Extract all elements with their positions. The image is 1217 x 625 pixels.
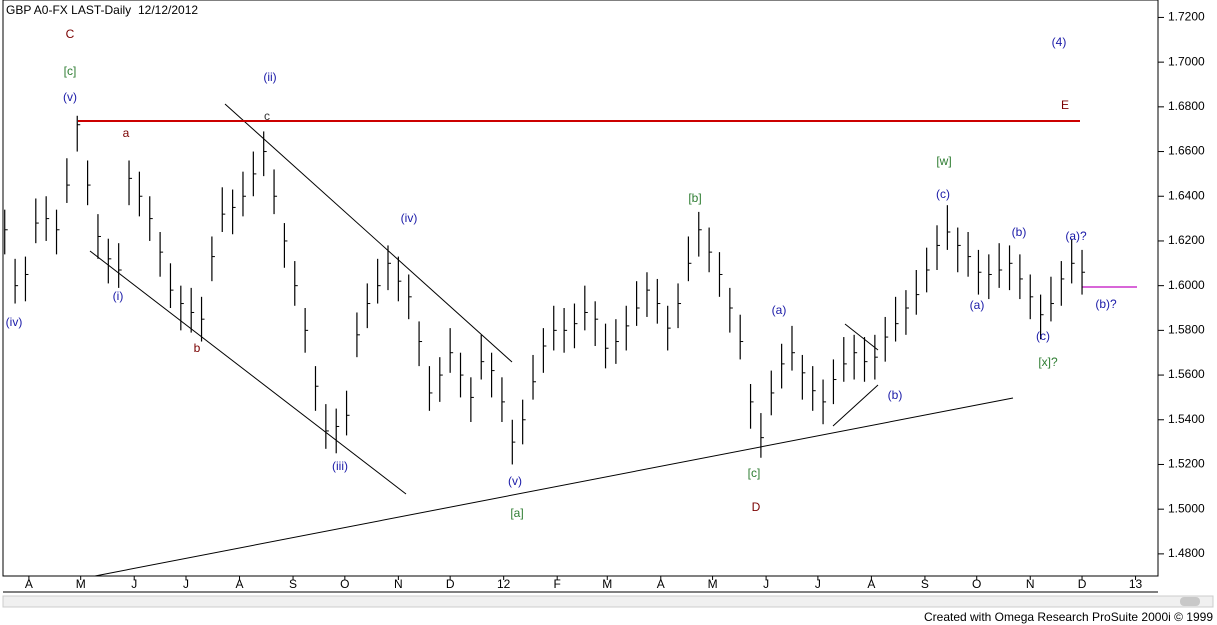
y-tick-label: 1.5800 (1168, 323, 1205, 337)
wave-label: (c) (936, 187, 950, 201)
x-tick-label: A (236, 577, 244, 591)
support-line (94, 397, 1014, 577)
y-tick-label: 1.6600 (1168, 144, 1205, 158)
wave-label: [c] (748, 466, 761, 480)
wave-label: [c] (64, 64, 77, 78)
wave-label: (a)? (1065, 229, 1087, 243)
x-tick-label: A (25, 577, 33, 591)
x-tick-label: J (183, 577, 189, 591)
wave-label: (iii) (332, 459, 348, 473)
y-tick-label: 1.5400 (1168, 412, 1205, 426)
triangle-lower (832, 384, 879, 427)
wave-label: (a) (970, 298, 985, 312)
y-tick-label: 1.5600 (1168, 367, 1205, 381)
x-tick-label: A (867, 577, 875, 591)
scrollbar[interactable] (2, 595, 1214, 608)
x-tick-label: J (763, 577, 769, 591)
x-tick-label: M (602, 577, 612, 591)
wave-label: b (194, 341, 201, 355)
wave-label: (4) (1052, 35, 1067, 49)
y-tick-label: 1.5000 (1168, 501, 1205, 515)
y-tick-label: 1.7000 (1168, 54, 1205, 68)
channel-lower (89, 250, 407, 495)
x-tick-label: S (289, 577, 297, 591)
wave-label: (v) (63, 90, 77, 104)
plot-frame (2, 0, 1159, 577)
wave-label: (ii) (263, 70, 276, 84)
x-tick-label: D (1078, 577, 1087, 591)
y-tick-label: 1.7200 (1168, 10, 1205, 24)
y-tick-label: 1.6800 (1168, 99, 1205, 113)
x-tick-label: M (708, 577, 718, 591)
x-tick-label: O (340, 577, 349, 591)
wave-label: C (66, 27, 75, 41)
y-tick-label: 1.6000 (1168, 278, 1205, 292)
x-tick-label: S (921, 577, 929, 591)
wave-label: E (1061, 98, 1069, 112)
channel-upper (224, 103, 513, 363)
wave-label: (c) (1036, 329, 1050, 343)
x-tick-label: O (972, 577, 981, 591)
wave-label: [w] (936, 154, 951, 168)
wave-label: (b)? (1095, 297, 1117, 311)
wave-label: [x]? (1038, 355, 1058, 369)
x-tick-label: 13 (1129, 577, 1143, 591)
chart-date: 12/12/2012 (138, 3, 198, 17)
x-tick-label: 12 (497, 577, 511, 591)
y-tick-label: 1.5200 (1168, 457, 1205, 471)
wave-label: (b) (1012, 225, 1027, 239)
wave-label: [b] (688, 191, 701, 205)
x-tick-label: D (446, 577, 455, 591)
y-tick-label: 1.6200 (1168, 233, 1205, 247)
wave-label: a (123, 126, 130, 140)
y-tick-label: 1.6400 (1168, 188, 1205, 202)
x-tick-label: J (131, 577, 137, 591)
footer: Created with Omega Research ProSuite 200… (924, 610, 1213, 624)
x-tick-label: A (657, 577, 665, 591)
x-tick-label: M (76, 577, 86, 591)
chart-title: GBP A0-FX LAST-Daily (6, 3, 131, 17)
x-tick-label: N (1026, 577, 1035, 591)
y-tick-label: 1.4800 (1168, 546, 1205, 560)
wave-label: (iv) (6, 315, 23, 329)
x-tick-label: N (394, 577, 403, 591)
wave-label: (iv) (401, 211, 418, 225)
wave-label: (b) (888, 388, 903, 402)
wave-label: D (752, 500, 761, 514)
wave-label: [a] (510, 506, 523, 520)
wave-label: (v) (508, 474, 522, 488)
scroll-thumb[interactable] (1180, 597, 1200, 606)
x-tick-label: F (554, 577, 561, 591)
trendlines (78, 103, 1137, 577)
wave-label: c (264, 109, 270, 123)
wave-label: (a) (772, 303, 787, 317)
wave-label: (i) (113, 289, 124, 303)
x-tick-label: J (815, 577, 821, 591)
triangle-upper (844, 323, 879, 351)
